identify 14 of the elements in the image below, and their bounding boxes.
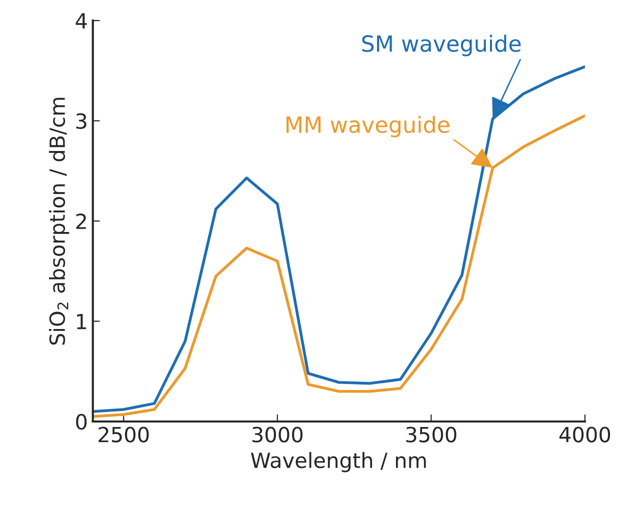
x-tick-label: 4000 [559, 426, 610, 442]
y-tick-label: 4 [76, 13, 87, 28]
x-tick-label: 2500 [98, 426, 149, 442]
line-series [92, 114, 585, 418]
y-tick-label: 1 [77, 314, 86, 330]
y-tick-label: 0 [76, 414, 87, 430]
x-tick-label: 3500 [406, 426, 456, 442]
x-axis-title: Wavelength / nm [250, 452, 426, 472]
series-label: SM waveguide [362, 34, 521, 56]
y-tick-label: 2 [76, 213, 86, 229]
x-tick-label: 3000 [252, 426, 303, 442]
text: MM waveguide [286, 116, 450, 138]
y-axis-title: SiO$_{2}$ absorption / dB/cm [48, 98, 70, 345]
y-tick-label: 3 [76, 113, 86, 129]
